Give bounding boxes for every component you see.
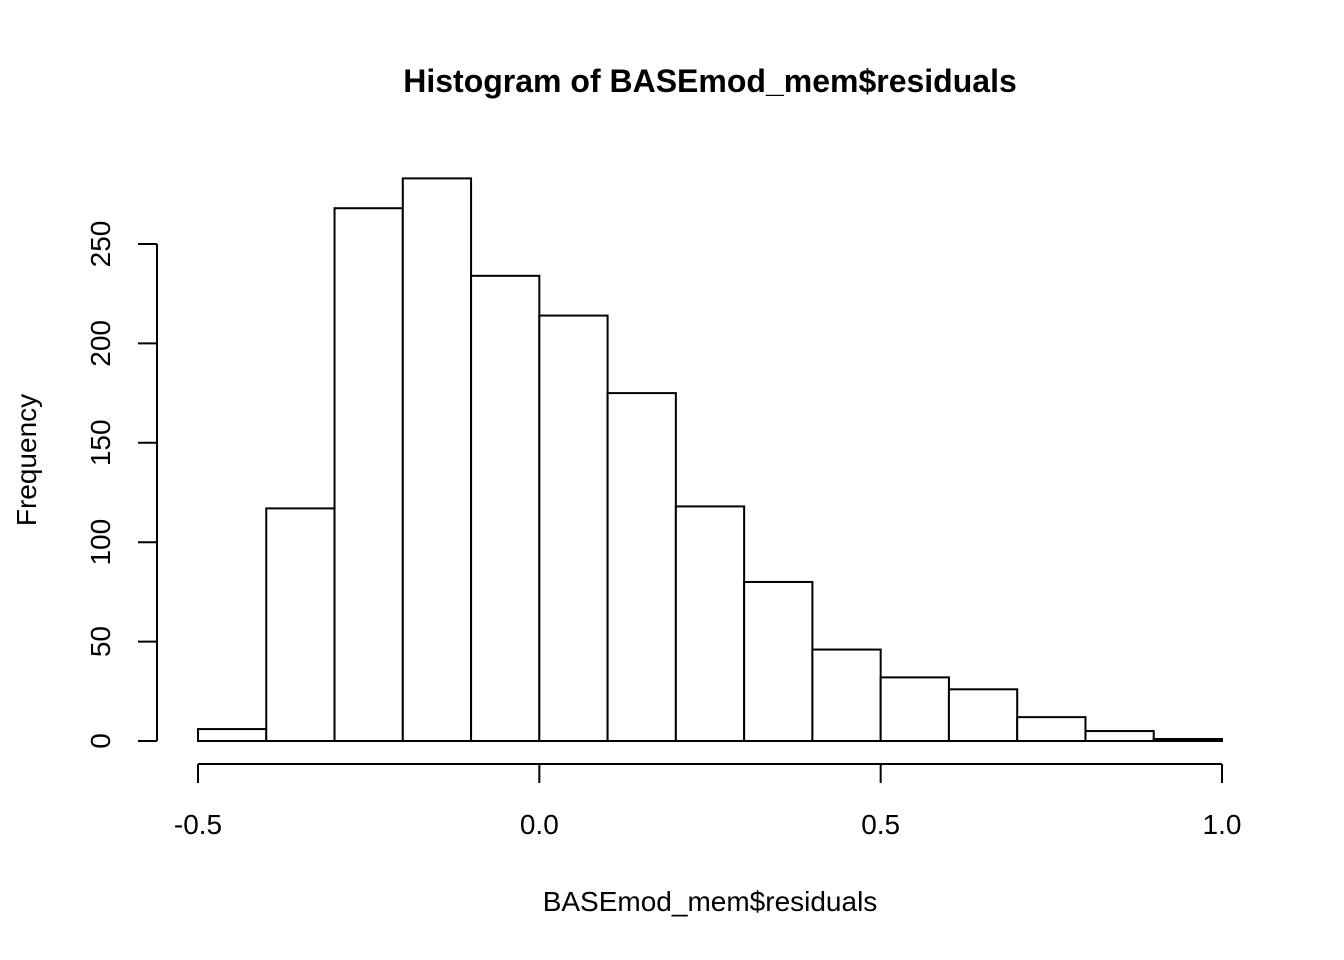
histogram-bar xyxy=(333,207,404,742)
y-axis: 0 50 100 150 200 250 xyxy=(85,221,158,749)
histogram-bar xyxy=(401,177,473,742)
x-tick-label: 0.5 xyxy=(861,809,900,840)
histogram-bar xyxy=(1152,738,1223,743)
histogram-bar xyxy=(674,505,746,742)
x-tick-label: 0.0 xyxy=(520,809,559,840)
histogram-bar xyxy=(743,580,814,743)
y-tick-label: 250 xyxy=(85,221,116,268)
histogram-bar xyxy=(947,688,1019,743)
histogram-bar xyxy=(606,392,677,742)
y-tick-label: 50 xyxy=(85,626,116,657)
y-axis-label: Frequency xyxy=(11,394,42,526)
histogram-bar xyxy=(470,274,541,742)
histogram-bar xyxy=(1084,730,1155,742)
histogram-bar xyxy=(265,507,336,742)
histogram-bar xyxy=(879,676,950,742)
x-tick-label: 1.0 xyxy=(1203,809,1242,840)
histogram-bar xyxy=(197,728,268,743)
x-tick-label: -0.5 xyxy=(174,809,222,840)
y-tick-label: 150 xyxy=(85,419,116,466)
x-axis: -0.5 0.0 0.5 1.0 xyxy=(174,763,1242,840)
y-tick-label: 100 xyxy=(85,519,116,566)
histogram-bar xyxy=(538,314,609,742)
x-axis-label: BASEmod_mem$residuals xyxy=(543,886,878,917)
bars-group xyxy=(197,177,1223,743)
y-tick-label: 200 xyxy=(85,320,116,367)
histogram-bar xyxy=(811,648,882,742)
y-tick-label: 0 xyxy=(85,733,116,749)
chart-title: Histogram of BASEmod_mem$residuals xyxy=(403,63,1017,99)
histogram-bar xyxy=(1016,716,1087,742)
